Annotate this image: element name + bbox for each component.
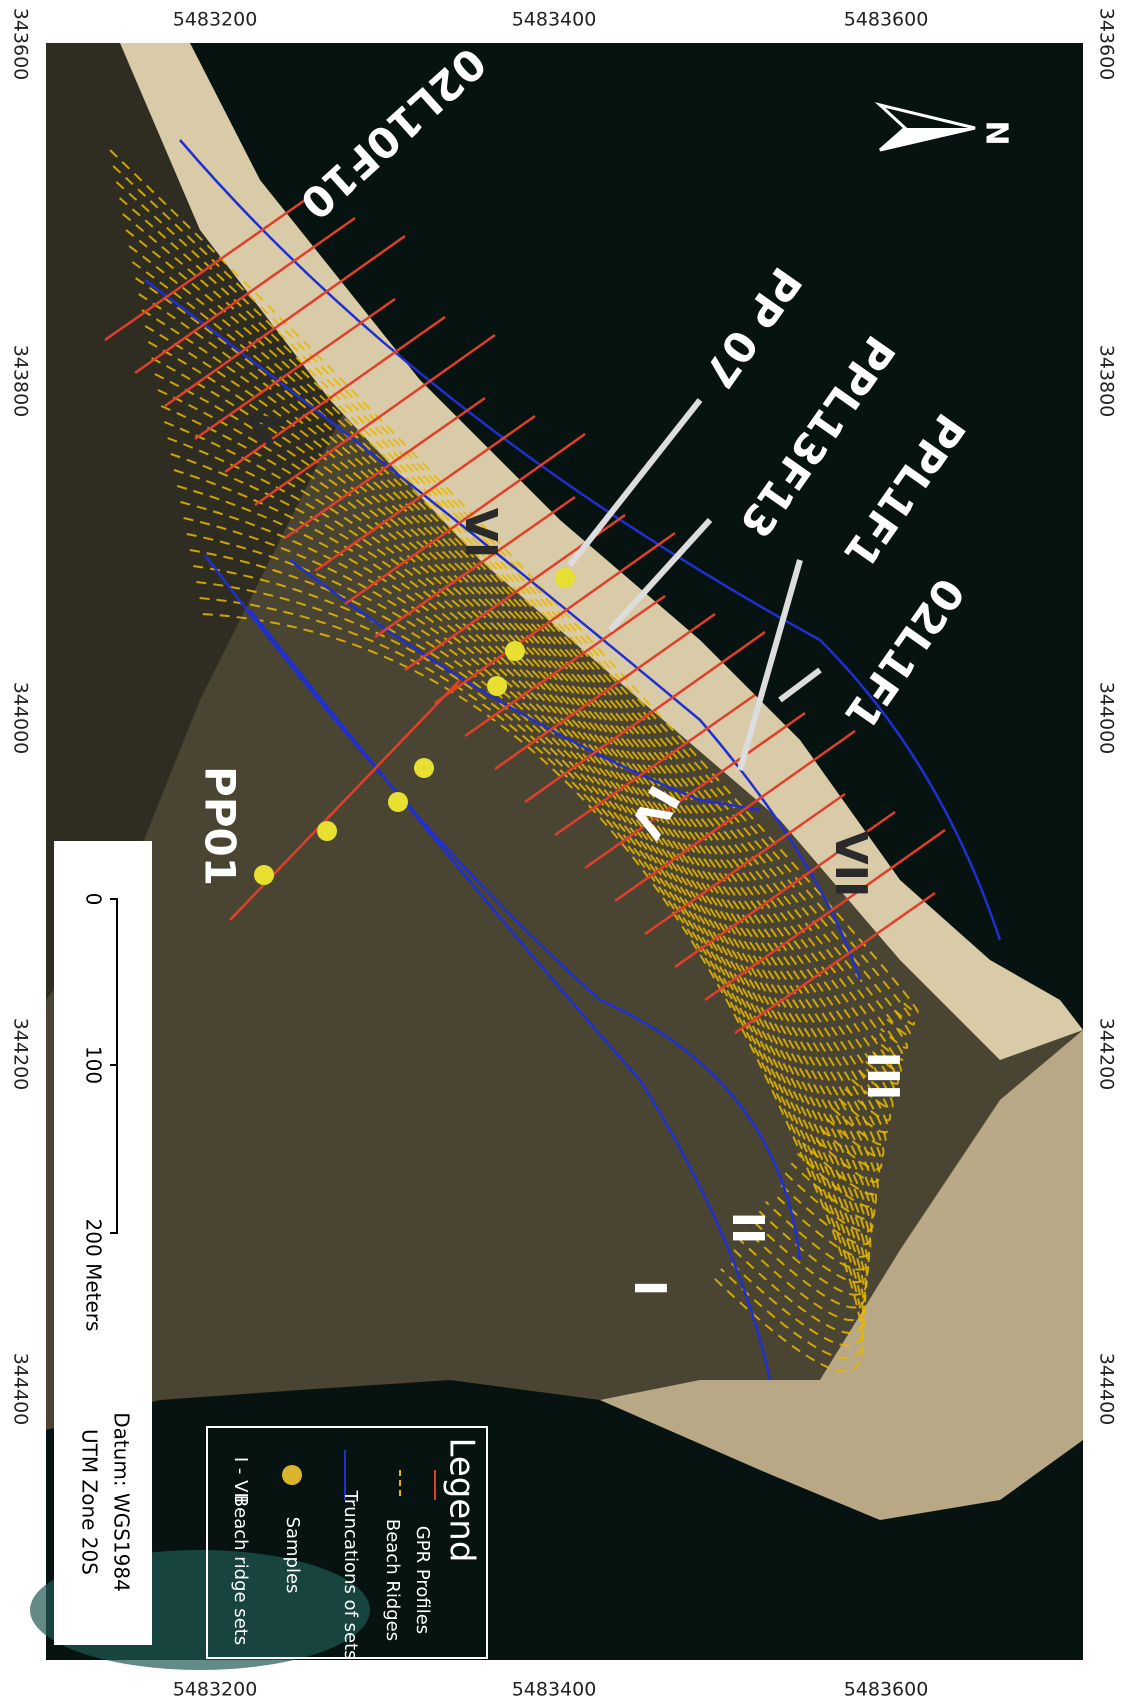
legend-sample-symbol — [282, 1465, 302, 1485]
bottom-coordinate-label: 5483400 — [512, 1679, 597, 1701]
sample-point — [317, 821, 337, 841]
legend-sets-key: I - VII — [230, 1457, 251, 1503]
sample-point — [414, 758, 434, 778]
set-label: III — [857, 1051, 908, 1100]
legend-item: Beach ridge sets — [230, 1495, 251, 1645]
top-coordinate-label: 5483200 — [173, 9, 258, 31]
right-coordinate-label: 344400 — [1096, 1353, 1118, 1426]
legend-item: GPR Profiles — [412, 1526, 433, 1634]
sample-point — [555, 568, 575, 588]
legend-title: Legend — [442, 1438, 482, 1563]
bottom-coordinate-label: 5483200 — [173, 1679, 258, 1701]
right-coordinate-label: 343800 — [1096, 345, 1118, 418]
bottom-coordinate-label: 5483600 — [844, 1679, 929, 1701]
scale-label: 200 Meters — [82, 1219, 106, 1332]
profile-label: PP01 — [196, 766, 245, 886]
legend-item: Samples — [282, 1517, 303, 1594]
left-coordinate-label: 344400 — [10, 1353, 32, 1426]
set-label: I — [624, 1280, 675, 1296]
map: 5483200 5483200 5483400 5483400 5483600 54836… — [0, 0, 1126, 1708]
right-coordinate-label: 344200 — [1096, 1018, 1118, 1091]
right-coordinate-label: 344000 — [1096, 682, 1118, 755]
sample-point — [487, 676, 507, 696]
scale-label: 0 — [82, 893, 106, 906]
left-coordinate-label: 343600 — [10, 8, 32, 81]
set-label: II — [722, 1212, 773, 1245]
left-coordinate-label: 344000 — [10, 682, 32, 755]
datum-text: UTM Zone 20S — [78, 1429, 102, 1575]
top-coordinate-label: 5483400 — [512, 9, 597, 31]
top-coordinate-label: 5483600 — [844, 9, 929, 31]
sample-point — [388, 792, 408, 812]
legend-item: Beach Ridges — [382, 1519, 403, 1641]
datum-text: Datum: WGS1984 — [110, 1412, 134, 1592]
left-coordinate-label: 344200 — [10, 1018, 32, 1091]
scale-label: 100 — [82, 1046, 106, 1084]
set-label: VII — [825, 831, 876, 898]
set-label: VI — [455, 508, 506, 558]
sample-point — [505, 641, 525, 661]
north-label: N — [979, 120, 1014, 145]
legend-item: Truncations of sets — [340, 1489, 361, 1659]
sample-point — [254, 865, 274, 885]
right-coordinate-label: 343600 — [1096, 8, 1118, 81]
left-coordinate-label: 343800 — [10, 345, 32, 418]
